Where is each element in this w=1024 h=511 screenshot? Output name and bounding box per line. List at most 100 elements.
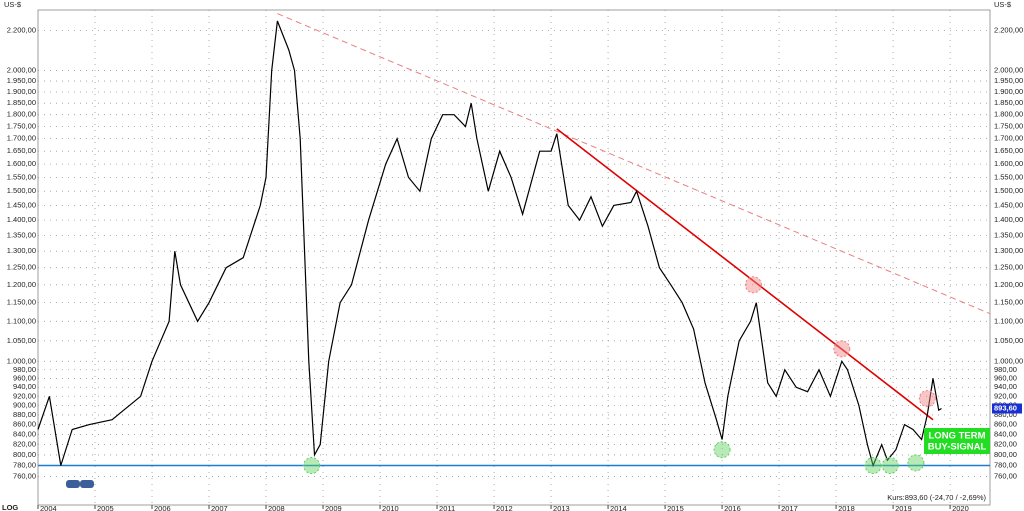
x-tick-label: 2019 — [895, 504, 912, 511]
y-tick-label-right: 1.600,00 — [994, 159, 1023, 168]
y-unit-right: US-$ — [994, 0, 1012, 9]
marker-circle — [864, 457, 882, 475]
y-tick-label: 820,00 — [13, 440, 36, 449]
y-tick-label: 860,00 — [13, 420, 36, 429]
x-tick-label: 2006 — [154, 504, 171, 511]
y-tick-label-right: 1.250,00 — [994, 263, 1023, 272]
y-tick-label-right: 1.400,00 — [994, 215, 1023, 224]
y-tick-label: 2.000,00 — [7, 65, 36, 74]
y-tick-label-right: 1.100,00 — [994, 316, 1023, 325]
y-tick-label-right: 940,00 — [994, 382, 1017, 391]
y-tick-label-right: 1.200,00 — [994, 280, 1023, 289]
y-tick-label-right: 1.650,00 — [994, 146, 1023, 155]
y-tick-label-right: 1.350,00 — [994, 230, 1023, 239]
price-line — [37, 20, 942, 468]
y-tick-label: 1.150,00 — [7, 298, 36, 307]
y-tick-label: 1.950,00 — [7, 76, 36, 85]
y-tick-label: 960,00 — [13, 373, 36, 382]
footer: Kurs:893,60 (-24,70 / -2,69%) — [887, 493, 986, 502]
y-tick-label-right: 1.900,00 — [994, 87, 1023, 96]
y-tick-label-right: 2.200,00 — [994, 25, 1023, 34]
y-tick-label: 2.200,00 — [7, 25, 36, 34]
y-tick-label-right: 1.500,00 — [994, 186, 1023, 195]
y-tick-label-right: 1.750,00 — [994, 121, 1023, 130]
y-tick-label-right: 1.950,00 — [994, 76, 1023, 85]
trend-line — [556, 128, 934, 421]
x-tick-label: 2014 — [610, 504, 627, 511]
y-tick-label: 1.500,00 — [7, 186, 36, 195]
y-tick-label-right: 1.000,00 — [994, 356, 1023, 365]
x-tick-label: 2011 — [439, 504, 455, 511]
y-tick-label: 1.350,00 — [7, 230, 36, 239]
y-tick-label-right: 1.150,00 — [994, 298, 1023, 307]
y-tick-label: 1.700,00 — [7, 134, 36, 143]
y-tick-label-right: 960,00 — [994, 373, 1017, 382]
y-tick-label-right: 1.300,00 — [994, 246, 1023, 255]
x-tick-label: 2007 — [211, 504, 228, 511]
marker-circle — [881, 457, 899, 475]
y-tick-label: 980,00 — [13, 365, 36, 374]
marker-circle — [833, 340, 851, 358]
marker-circle — [713, 441, 731, 459]
x-tick-label: 2018 — [838, 504, 855, 511]
y-unit-left: US-$ — [4, 0, 22, 9]
y-tick-label-right: 820,00 — [994, 440, 1017, 449]
x-tick-label: 2015 — [667, 504, 684, 511]
y-tick-label: 780,00 — [13, 461, 36, 470]
x-tick-label: 2005 — [97, 504, 114, 511]
trend-line — [277, 13, 991, 315]
y-tick-label: 1.400,00 — [7, 215, 36, 224]
y-tick-label: 1.450,00 — [7, 200, 36, 209]
y-tick-label-right: 840,00 — [994, 429, 1017, 438]
signal-bg — [924, 428, 990, 454]
y-tick-label: 1.200,00 — [7, 280, 36, 289]
y-tick-label: 940,00 — [13, 382, 36, 391]
y-tick-label: 880,00 — [13, 410, 36, 419]
scale-label: LOG — [2, 503, 18, 511]
y-tick-label-right: 1.050,00 — [994, 336, 1023, 345]
x-tick-label: 2008 — [268, 504, 285, 511]
marker-circle — [303, 457, 321, 475]
y-tick-label-right: 880,00 — [994, 410, 1017, 419]
y-tick-label: 1.750,00 — [7, 121, 36, 130]
y-tick-label-right: 1.850,00 — [994, 98, 1023, 107]
y-tick-label: 760,00 — [13, 471, 36, 480]
x-tick-label: 2009 — [325, 504, 342, 511]
y-tick-label-right: 1.700,00 — [994, 134, 1023, 143]
y-tick-label-right: 760,00 — [994, 471, 1017, 480]
marker-circle — [918, 390, 936, 408]
x-tick-label: 2016 — [724, 504, 741, 511]
y-tick-label-right: 920,00 — [994, 391, 1017, 400]
x-tick-label: 2004 — [40, 504, 57, 511]
x-tick-label: 2017 — [781, 504, 798, 511]
x-tick-label: 2020 — [952, 504, 969, 511]
y-tick-label: 1.050,00 — [7, 336, 36, 345]
y-tick-label: 1.550,00 — [7, 172, 36, 181]
y-tick-label: 900,00 — [13, 400, 36, 409]
marker-circle — [907, 454, 925, 472]
y-tick-label: 1.850,00 — [7, 98, 36, 107]
y-tick-label-right: 980,00 — [994, 365, 1017, 374]
signal-text: LONG TERM — [929, 431, 986, 442]
y-tick-label: 1.900,00 — [7, 87, 36, 96]
price-tag — [992, 403, 1022, 414]
y-tick-label-right: 780,00 — [994, 461, 1017, 470]
x-tick-label: 2010 — [382, 504, 399, 511]
y-tick-label: 1.300,00 — [7, 246, 36, 255]
y-tick-label: 1.100,00 — [7, 316, 36, 325]
signal-text: BUY-SIGNAL — [928, 442, 987, 453]
y-tick-label-right: 800,00 — [994, 450, 1017, 459]
x-tick-label: 2012 — [496, 504, 513, 511]
y-tick-label: 1.800,00 — [7, 110, 36, 119]
y-tick-label: 1.250,00 — [7, 263, 36, 272]
plot-frame — [37, 9, 991, 506]
y-tick-label-right: 1.450,00 — [994, 200, 1023, 209]
y-tick-label: 800,00 — [13, 450, 36, 459]
y-tick-label: 840,00 — [13, 429, 36, 438]
y-tick-label-right: 1.800,00 — [994, 110, 1023, 119]
y-tick-label: 1.600,00 — [7, 159, 36, 168]
marker-circle — [744, 276, 762, 294]
